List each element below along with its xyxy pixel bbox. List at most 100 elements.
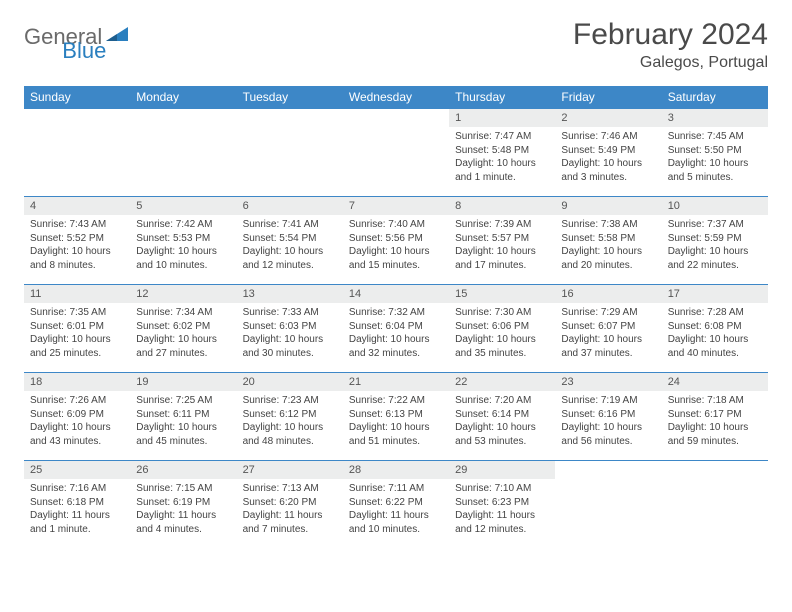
day-cell: 18Sunrise: 7:26 AMSunset: 6:09 PMDayligh… <box>24 373 130 461</box>
day-body: Sunrise: 7:19 AMSunset: 6:16 PMDaylight:… <box>555 391 661 452</box>
daylight-text: Daylight: 10 hours and 30 minutes. <box>243 333 337 360</box>
day-cell: 14Sunrise: 7:32 AMSunset: 6:04 PMDayligh… <box>343 285 449 373</box>
day-body: Sunrise: 7:32 AMSunset: 6:04 PMDaylight:… <box>343 303 449 364</box>
sunset-text: Sunset: 6:13 PM <box>349 408 443 422</box>
day-cell <box>662 461 768 549</box>
sunset-text: Sunset: 5:52 PM <box>30 232 124 246</box>
day-body: Sunrise: 7:22 AMSunset: 6:13 PMDaylight:… <box>343 391 449 452</box>
day-cell: 11Sunrise: 7:35 AMSunset: 6:01 PMDayligh… <box>24 285 130 373</box>
sunset-text: Sunset: 6:22 PM <box>349 496 443 510</box>
sunset-text: Sunset: 6:02 PM <box>136 320 230 334</box>
sunrise-text: Sunrise: 7:11 AM <box>349 482 443 496</box>
day-cell: 23Sunrise: 7:19 AMSunset: 6:16 PMDayligh… <box>555 373 661 461</box>
sunset-text: Sunset: 5:59 PM <box>668 232 762 246</box>
day-number: 28 <box>343 461 449 479</box>
day-body: Sunrise: 7:39 AMSunset: 5:57 PMDaylight:… <box>449 215 555 276</box>
daylight-text: Daylight: 11 hours and 4 minutes. <box>136 509 230 536</box>
daylight-text: Daylight: 10 hours and 40 minutes. <box>668 333 762 360</box>
day-body: Sunrise: 7:30 AMSunset: 6:06 PMDaylight:… <box>449 303 555 364</box>
day-body: Sunrise: 7:23 AMSunset: 6:12 PMDaylight:… <box>237 391 343 452</box>
day-body: Sunrise: 7:16 AMSunset: 6:18 PMDaylight:… <box>24 479 130 540</box>
daylight-text: Daylight: 10 hours and 59 minutes. <box>668 421 762 448</box>
day-number: 2 <box>555 109 661 127</box>
header: General Blue February 2024 Galegos, Port… <box>24 18 768 72</box>
day-cell <box>24 109 130 197</box>
day-number: 21 <box>343 373 449 391</box>
location-label: Galegos, Portugal <box>573 54 768 72</box>
daylight-text: Daylight: 10 hours and 15 minutes. <box>349 245 443 272</box>
sunrise-text: Sunrise: 7:33 AM <box>243 306 337 320</box>
day-cell <box>237 109 343 197</box>
week-row: 4Sunrise: 7:43 AMSunset: 5:52 PMDaylight… <box>24 197 768 285</box>
day-cell: 16Sunrise: 7:29 AMSunset: 6:07 PMDayligh… <box>555 285 661 373</box>
logo-text-blue: Blue <box>62 38 106 64</box>
sunrise-text: Sunrise: 7:45 AM <box>668 130 762 144</box>
day-number: 7 <box>343 197 449 215</box>
day-number: 18 <box>24 373 130 391</box>
day-body: Sunrise: 7:37 AMSunset: 5:59 PMDaylight:… <box>662 215 768 276</box>
sunrise-text: Sunrise: 7:22 AM <box>349 394 443 408</box>
day-cell: 12Sunrise: 7:34 AMSunset: 6:02 PMDayligh… <box>130 285 236 373</box>
day-cell: 22Sunrise: 7:20 AMSunset: 6:14 PMDayligh… <box>449 373 555 461</box>
day-number: 12 <box>130 285 236 303</box>
daylight-text: Daylight: 10 hours and 56 minutes. <box>561 421 655 448</box>
day-cell: 28Sunrise: 7:11 AMSunset: 6:22 PMDayligh… <box>343 461 449 549</box>
day-body: Sunrise: 7:41 AMSunset: 5:54 PMDaylight:… <box>237 215 343 276</box>
day-number: 16 <box>555 285 661 303</box>
daylight-text: Daylight: 10 hours and 48 minutes. <box>243 421 337 448</box>
sunrise-text: Sunrise: 7:41 AM <box>243 218 337 232</box>
day-body: Sunrise: 7:45 AMSunset: 5:50 PMDaylight:… <box>662 127 768 188</box>
day-number: 20 <box>237 373 343 391</box>
daylight-text: Daylight: 10 hours and 37 minutes. <box>561 333 655 360</box>
day-number: 27 <box>237 461 343 479</box>
daylight-text: Daylight: 10 hours and 5 minutes. <box>668 157 762 184</box>
day-cell: 29Sunrise: 7:10 AMSunset: 6:23 PMDayligh… <box>449 461 555 549</box>
sunset-text: Sunset: 6:04 PM <box>349 320 443 334</box>
sunset-text: Sunset: 5:54 PM <box>243 232 337 246</box>
day-cell: 19Sunrise: 7:25 AMSunset: 6:11 PMDayligh… <box>130 373 236 461</box>
sunrise-text: Sunrise: 7:43 AM <box>30 218 124 232</box>
day-cell: 9Sunrise: 7:38 AMSunset: 5:58 PMDaylight… <box>555 197 661 285</box>
day-body: Sunrise: 7:10 AMSunset: 6:23 PMDaylight:… <box>449 479 555 540</box>
sunrise-text: Sunrise: 7:28 AM <box>668 306 762 320</box>
day-cell: 5Sunrise: 7:42 AMSunset: 5:53 PMDaylight… <box>130 197 236 285</box>
sunset-text: Sunset: 6:03 PM <box>243 320 337 334</box>
sunset-text: Sunset: 5:48 PM <box>455 144 549 158</box>
sunrise-text: Sunrise: 7:29 AM <box>561 306 655 320</box>
sunrise-text: Sunrise: 7:15 AM <box>136 482 230 496</box>
day-body: Sunrise: 7:11 AMSunset: 6:22 PMDaylight:… <box>343 479 449 540</box>
day-body: Sunrise: 7:34 AMSunset: 6:02 PMDaylight:… <box>130 303 236 364</box>
sunset-text: Sunset: 6:07 PM <box>561 320 655 334</box>
day-body: Sunrise: 7:29 AMSunset: 6:07 PMDaylight:… <box>555 303 661 364</box>
day-number: 29 <box>449 461 555 479</box>
day-cell: 4Sunrise: 7:43 AMSunset: 5:52 PMDaylight… <box>24 197 130 285</box>
week-row: 25Sunrise: 7:16 AMSunset: 6:18 PMDayligh… <box>24 461 768 549</box>
sunrise-text: Sunrise: 7:19 AM <box>561 394 655 408</box>
daylight-text: Daylight: 10 hours and 20 minutes. <box>561 245 655 272</box>
day-cell: 20Sunrise: 7:23 AMSunset: 6:12 PMDayligh… <box>237 373 343 461</box>
day-number: 24 <box>662 373 768 391</box>
day-body: Sunrise: 7:38 AMSunset: 5:58 PMDaylight:… <box>555 215 661 276</box>
day-number: 10 <box>662 197 768 215</box>
day-cell: 25Sunrise: 7:16 AMSunset: 6:18 PMDayligh… <box>24 461 130 549</box>
sunset-text: Sunset: 6:17 PM <box>668 408 762 422</box>
dow-saturday: Saturday <box>662 86 768 109</box>
day-cell <box>555 461 661 549</box>
sunrise-text: Sunrise: 7:13 AM <box>243 482 337 496</box>
day-cell: 6Sunrise: 7:41 AMSunset: 5:54 PMDaylight… <box>237 197 343 285</box>
day-body: Sunrise: 7:33 AMSunset: 6:03 PMDaylight:… <box>237 303 343 364</box>
sunset-text: Sunset: 5:57 PM <box>455 232 549 246</box>
sunrise-text: Sunrise: 7:25 AM <box>136 394 230 408</box>
day-cell <box>130 109 236 197</box>
day-cell: 27Sunrise: 7:13 AMSunset: 6:20 PMDayligh… <box>237 461 343 549</box>
daylight-text: Daylight: 10 hours and 43 minutes. <box>30 421 124 448</box>
sunrise-text: Sunrise: 7:38 AM <box>561 218 655 232</box>
sunset-text: Sunset: 5:53 PM <box>136 232 230 246</box>
daylight-text: Daylight: 10 hours and 3 minutes. <box>561 157 655 184</box>
daylight-text: Daylight: 10 hours and 45 minutes. <box>136 421 230 448</box>
sunset-text: Sunset: 6:20 PM <box>243 496 337 510</box>
day-body: Sunrise: 7:40 AMSunset: 5:56 PMDaylight:… <box>343 215 449 276</box>
day-cell: 1Sunrise: 7:47 AMSunset: 5:48 PMDaylight… <box>449 109 555 197</box>
dow-monday: Monday <box>130 86 236 109</box>
day-cell: 26Sunrise: 7:15 AMSunset: 6:19 PMDayligh… <box>130 461 236 549</box>
